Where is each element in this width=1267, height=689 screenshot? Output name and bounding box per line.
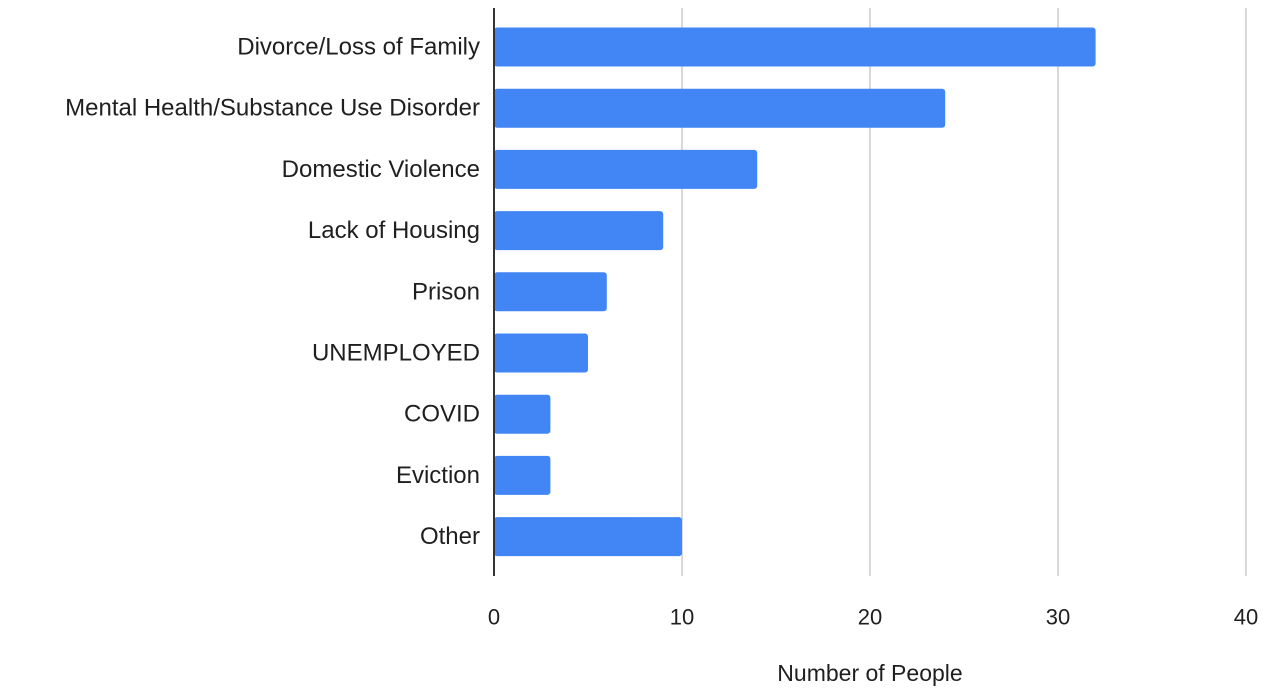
bar bbox=[494, 88, 946, 128]
category-label: Other bbox=[420, 523, 480, 550]
x-tick-label: 30 bbox=[1046, 605, 1070, 630]
x-tick-label: 40 bbox=[1234, 605, 1258, 630]
bars bbox=[494, 27, 1096, 557]
category-label: UNEMPLOYED bbox=[312, 340, 480, 367]
bar bbox=[494, 149, 758, 189]
category-label: Domestic Violence bbox=[282, 156, 480, 183]
category-label: Eviction bbox=[396, 462, 480, 489]
x-tick-label: 0 bbox=[488, 605, 500, 630]
bar bbox=[494, 517, 682, 557]
category-label: Prison bbox=[412, 278, 480, 305]
bar bbox=[494, 333, 588, 373]
category-label: Mental Health/Substance Use Disorder bbox=[65, 95, 480, 122]
x-tick-labels: 0 10 20 30 40 bbox=[488, 605, 1258, 630]
bar bbox=[494, 455, 551, 495]
x-axis-title: Number of People bbox=[777, 660, 962, 686]
category-label: COVID bbox=[404, 401, 480, 428]
bar bbox=[494, 211, 664, 251]
bar bbox=[494, 272, 607, 312]
x-tick-label: 10 bbox=[670, 605, 694, 630]
x-tick-label: 20 bbox=[858, 605, 882, 630]
bar bbox=[494, 394, 551, 434]
category-labels: Divorce/Loss of Family Mental Health/Subs… bbox=[65, 34, 480, 551]
bar bbox=[494, 27, 1096, 67]
category-label: Lack of Housing bbox=[308, 217, 480, 244]
category-label: Divorce/Loss of Family bbox=[237, 34, 480, 61]
